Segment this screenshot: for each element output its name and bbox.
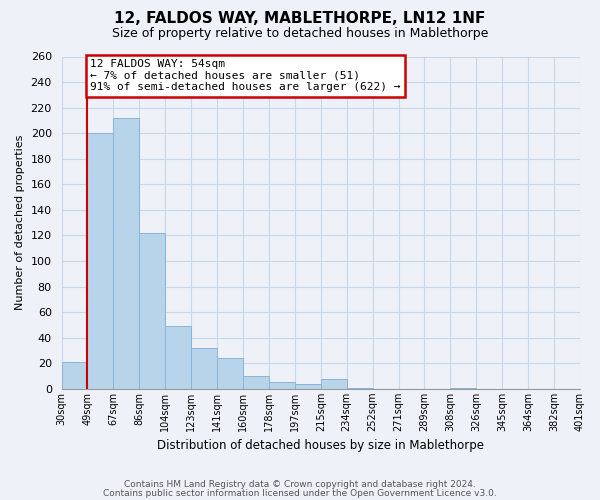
Text: Contains public sector information licensed under the Open Government Licence v3: Contains public sector information licen… — [103, 489, 497, 498]
Text: 12, FALDOS WAY, MABLETHORPE, LN12 1NF: 12, FALDOS WAY, MABLETHORPE, LN12 1NF — [115, 11, 485, 26]
Bar — [347, 388, 373, 389]
Bar — [191, 348, 217, 389]
Bar — [88, 133, 113, 389]
Bar — [295, 384, 321, 389]
Bar — [165, 326, 191, 389]
X-axis label: Distribution of detached houses by size in Mablethorpe: Distribution of detached houses by size … — [157, 440, 484, 452]
Text: Size of property relative to detached houses in Mablethorpe: Size of property relative to detached ho… — [112, 28, 488, 40]
Text: 12 FALDOS WAY: 54sqm
← 7% of detached houses are smaller (51)
91% of semi-detach: 12 FALDOS WAY: 54sqm ← 7% of detached ho… — [90, 59, 401, 92]
Y-axis label: Number of detached properties: Number of detached properties — [15, 135, 25, 310]
Bar — [243, 376, 269, 389]
Bar — [269, 382, 295, 389]
Bar — [113, 118, 139, 389]
Bar — [451, 388, 476, 389]
Bar — [62, 362, 88, 389]
Text: Contains HM Land Registry data © Crown copyright and database right 2024.: Contains HM Land Registry data © Crown c… — [124, 480, 476, 489]
Bar — [139, 233, 165, 389]
Bar — [217, 358, 243, 389]
Bar — [321, 378, 347, 389]
